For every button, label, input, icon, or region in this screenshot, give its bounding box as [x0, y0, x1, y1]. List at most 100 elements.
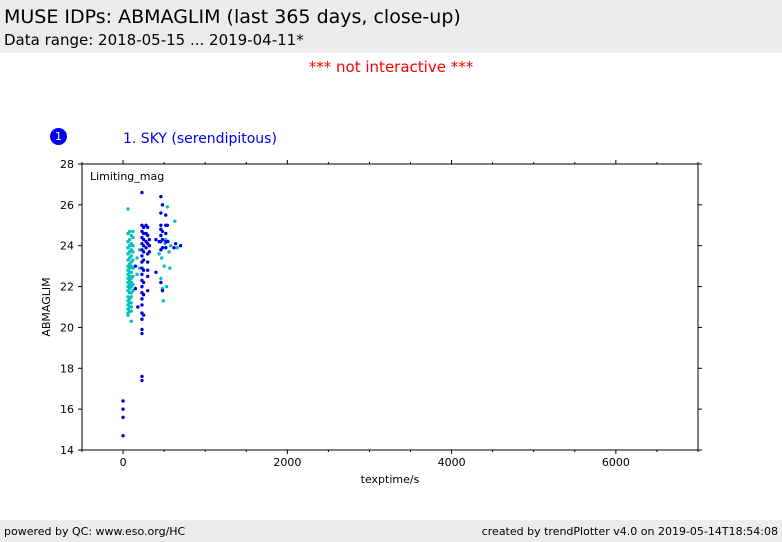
- data-point: [129, 295, 133, 299]
- data-point: [160, 229, 165, 234]
- data-point: [135, 256, 139, 260]
- data-point: [146, 225, 150, 230]
- data-point: [140, 272, 144, 277]
- data-point: [146, 288, 150, 293]
- data-point: [136, 305, 140, 309]
- data-point: [146, 233, 150, 238]
- data-point: [141, 250, 146, 254]
- panel-number-badge: 1: [50, 128, 67, 145]
- footer-bar: [0, 520, 782, 542]
- y-tick-label: 20: [60, 321, 74, 334]
- x-tick-label: 2000: [273, 456, 301, 469]
- data-point: [141, 268, 146, 272]
- data-point: [159, 233, 163, 238]
- not-interactive-notice: *** not interactive ***: [308, 58, 474, 76]
- data-point: [160, 288, 165, 293]
- panel-title: 1. SKY (serendipitous): [123, 131, 277, 147]
- data-point: [140, 378, 144, 383]
- data-point: [141, 258, 146, 262]
- data-point: [140, 327, 144, 332]
- footer-credit: powered by QC: www.eso.org/HC: [4, 525, 186, 538]
- data-point: [131, 229, 135, 234]
- data-point: [140, 284, 144, 289]
- data-point: [141, 231, 146, 236]
- data-point: [146, 268, 150, 272]
- data-point: [135, 272, 139, 277]
- data-point: [131, 250, 135, 254]
- data-point: [154, 270, 158, 274]
- data-point: [154, 237, 158, 242]
- data-point: [121, 399, 125, 403]
- data-point: [131, 266, 135, 270]
- y-tick-label: 14: [60, 444, 74, 457]
- data-point: [129, 305, 133, 309]
- data-point: [160, 237, 165, 242]
- data-point: [159, 280, 163, 285]
- y-tick-label: 26: [60, 199, 74, 212]
- x-tick-label: 6000: [602, 456, 630, 469]
- data-point: [129, 254, 133, 258]
- data-point: [121, 415, 125, 420]
- x-tick-label: 4000: [438, 456, 466, 469]
- data-point: [141, 280, 146, 285]
- data-point: [141, 313, 146, 317]
- data-point: [164, 246, 168, 250]
- data-point: [126, 313, 130, 317]
- data-point: [140, 297, 144, 301]
- data-point: [131, 244, 135, 248]
- data-point: [162, 264, 166, 268]
- y-tick-label: 28: [60, 158, 74, 171]
- data-point: [141, 293, 146, 297]
- data-point: [159, 256, 164, 260]
- data-point: [140, 331, 144, 336]
- header-bar: [0, 0, 782, 53]
- data-point: [165, 205, 170, 209]
- data-point: [140, 317, 144, 321]
- data-point: [165, 223, 170, 227]
- data-point: [157, 252, 161, 256]
- chart-marks: [121, 190, 183, 438]
- data-point: [121, 434, 125, 438]
- data-point: [159, 211, 163, 215]
- data-point: [165, 239, 170, 244]
- data-point: [147, 244, 152, 248]
- data-point: [129, 319, 133, 323]
- data-point: [164, 213, 168, 217]
- data-point: [140, 254, 144, 258]
- data-point: [173, 219, 177, 223]
- data-point: [129, 309, 133, 313]
- x-tick-label: 0: [120, 456, 127, 469]
- y-tick-label: 22: [60, 281, 74, 294]
- data-point: [127, 229, 132, 234]
- data-point: [164, 284, 169, 289]
- data-point: [131, 258, 135, 262]
- data-point: [161, 299, 166, 303]
- data-point: [159, 223, 163, 227]
- plot-frame: [81, 163, 699, 451]
- data-point: [144, 246, 148, 250]
- data-point: [141, 225, 146, 230]
- data-point: [133, 264, 138, 268]
- data-point: [141, 237, 146, 242]
- data-point: [147, 237, 152, 242]
- data-point: [140, 190, 144, 195]
- date-range: Data range: 2018-05-15 ... 2019-04-11*: [4, 31, 304, 49]
- footer-generator: created by trendPlotter v4.0 on 2019-05-…: [481, 525, 778, 538]
- y-tick-label: 24: [60, 240, 74, 253]
- y-axis-label: ABMAGLIM: [40, 277, 53, 336]
- x-axis-label: texptime/s: [361, 473, 420, 486]
- data-point: [146, 274, 150, 279]
- data-point: [175, 246, 179, 250]
- data-point: [133, 286, 138, 291]
- data-point: [167, 250, 171, 254]
- data-point: [160, 203, 165, 207]
- data-point: [131, 235, 135, 240]
- data-point: [129, 270, 133, 274]
- data-point: [146, 260, 150, 264]
- data-point: [137, 248, 142, 252]
- data-point: [140, 303, 144, 307]
- data-point: [141, 244, 146, 248]
- data-point: [159, 276, 163, 281]
- data-point: [127, 237, 132, 242]
- page-title: MUSE IDPs: ABMAGLIM (last 365 days, clos…: [4, 6, 461, 28]
